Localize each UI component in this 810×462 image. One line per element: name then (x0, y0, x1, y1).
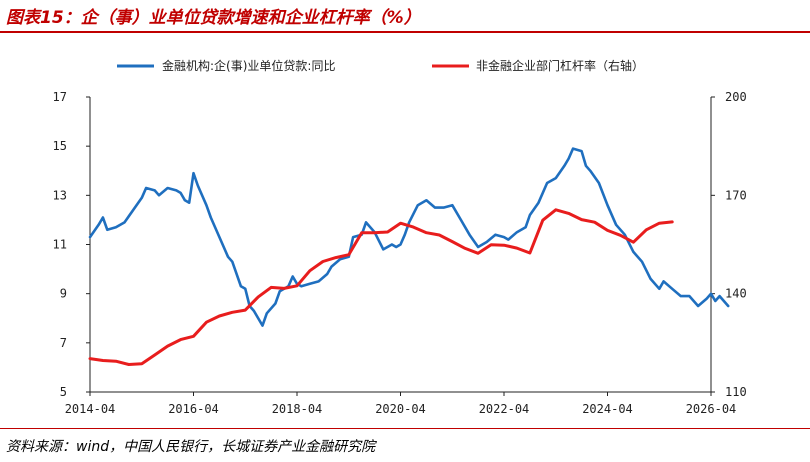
title-divider (0, 31, 810, 33)
left-axis-tick-label: 13 (53, 188, 67, 202)
series-line-2 (88, 208, 674, 366)
legend-label-1: 金融机构:企(事)业单位贷款:同比 (162, 58, 335, 73)
left-axis-tick-label: 15 (53, 139, 67, 153)
chart: 5 7 9 11 13 15 17 110 140 170 200 2014-04 2016-04 201… (53, 58, 747, 416)
right-axis-tick-label: 170 (725, 188, 747, 202)
x-axis-tick-label: 2016-04 (168, 402, 219, 416)
x-axis-tick-label: 2026-04 (686, 402, 737, 416)
left-axis-tick-label: 11 (53, 238, 67, 252)
legend-label-2: 非金融企业部门杠杆率（右轴） (476, 58, 644, 73)
x-axis-tick-label: 2024-04 (582, 402, 633, 416)
left-axis-tick-label: 5 (60, 385, 67, 399)
right-axis-tick-label: 140 (725, 287, 747, 301)
chart-title: 图表15：企（事）业单位贷款增速和企业杠杆率（%） (6, 8, 421, 28)
left-axis-tick-label: 7 (60, 336, 67, 350)
x-axis-tick-label: 2022-04 (479, 402, 530, 416)
source-note: 资料来源：wind，中国人民银行，长城证券产业金融研究院 (6, 439, 376, 455)
axes: 5 7 9 11 13 15 17 110 140 170 200 2014-04 2016-04 201… (53, 90, 747, 416)
series-layer (88, 147, 730, 366)
legend: 金融机构:企(事)业单位贷款:同比 非金融企业部门杠杆率（右轴） (117, 58, 644, 73)
left-axis-tick-label: 17 (53, 90, 67, 104)
right-axis-tick-label: 200 (725, 90, 747, 104)
x-axis-tick-label: 2020-04 (375, 402, 426, 416)
x-axis-tick-label: 2018-04 (272, 402, 323, 416)
left-axis-tick-label: 9 (60, 287, 67, 301)
right-axis-tick-label: 110 (725, 385, 747, 399)
series-line-1 (88, 147, 730, 327)
x-axis-tick-label: 2014-04 (65, 402, 116, 416)
footer-divider (0, 428, 810, 429)
